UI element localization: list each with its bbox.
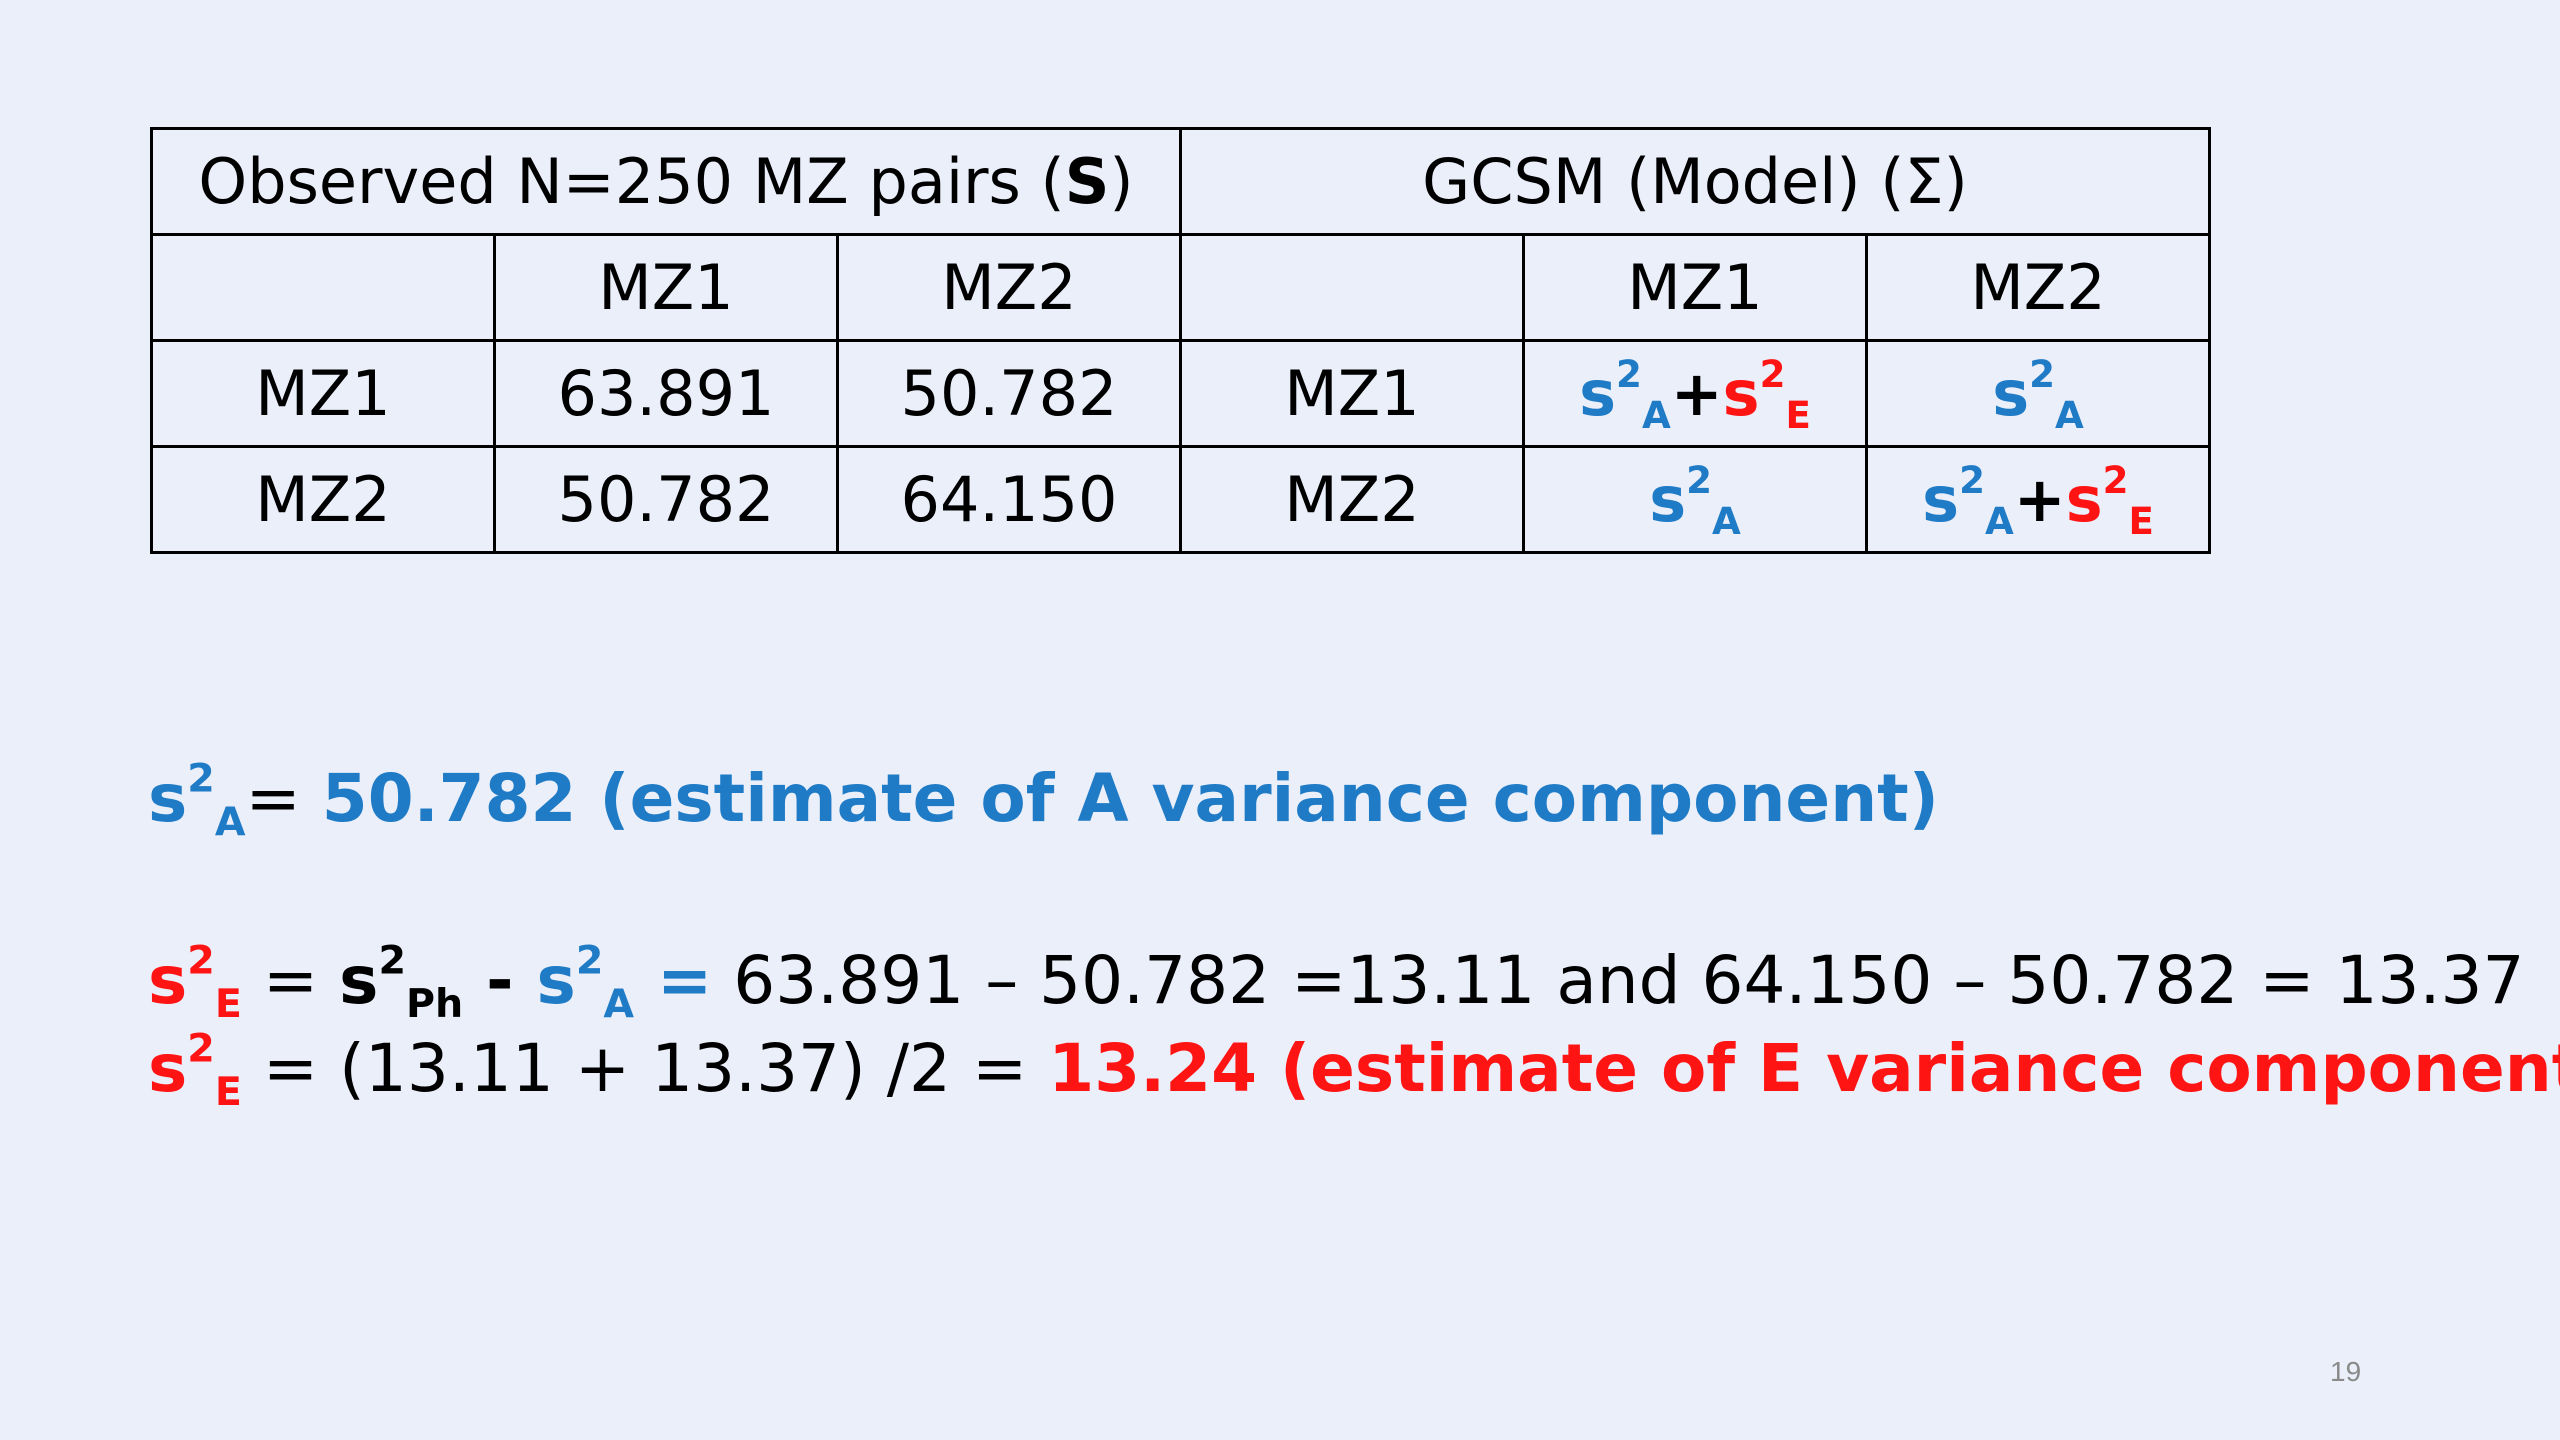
table-cell-blank — [150, 233, 496, 342]
table-row: MZ2 50.782 64.150 MZ2 s2A s2A+s2E — [150, 445, 2212, 554]
model-row-label-mz1: MZ1 — [1179, 339, 1526, 448]
model-row-label-mz2: MZ2 — [1179, 445, 1526, 554]
sigma-ph-symbol: s2Ph — [339, 937, 464, 1027]
observed-cell: 63.891 — [493, 339, 839, 448]
model-cell-a-plus-e: s2A+s2E — [1865, 445, 2212, 554]
table-row: MZ1 63.891 50.782 MZ1 s2A+s2E s2A — [150, 339, 2212, 448]
model-col-mz2: MZ2 — [1865, 233, 2212, 342]
model-cell-a-plus-e: s2A+s2E — [1522, 339, 1869, 448]
sigma-a-symbol: s2A — [148, 755, 246, 845]
e-variance-estimate-line: s2E = (13.11 + 13.37) /2 = 13.24 (estima… — [148, 1025, 2560, 1115]
observed-cell: 64.150 — [835, 445, 1183, 554]
observed-row-label-mz1: MZ1 — [150, 339, 496, 448]
covariance-table: Observed N=250 MZ pairs (S) GCSM (Model)… — [149, 127, 2212, 554]
e-variance-derivation-line: s2E = s2Ph - s2A = 63.891 – 50.782 =13.1… — [148, 937, 2525, 1027]
page-number: 19 — [2330, 1356, 2362, 1387]
e-variance-value: 13.24 (estimate of E variance component) — [1048, 1030, 2560, 1107]
observed-header: Observed N=250 MZ pairs (S) — [149, 127, 1183, 236]
observed-row-label-mz2: MZ2 — [150, 445, 496, 554]
sigma-e-symbol: s2E — [148, 937, 242, 1027]
observed-cell: 50.782 — [493, 445, 839, 554]
a-variance-estimate-line: s2A= 50.782 (estimate of A variance comp… — [148, 755, 1939, 845]
sigma-a-symbol: s2A = — [536, 937, 713, 1027]
model-cell-a: s2A — [1522, 445, 1869, 554]
model-cell-a: s2A — [1865, 339, 2212, 448]
observed-cell: 50.782 — [835, 339, 1183, 448]
observed-col-mz1: MZ1 — [493, 233, 839, 342]
table-column-row: MZ1 MZ2 MZ1 MZ2 — [150, 233, 2212, 342]
table-header-row: Observed N=250 MZ pairs (S) GCSM (Model)… — [149, 127, 2212, 236]
model-header: GCSM (Model) (Σ) — [1179, 127, 2212, 236]
sigma-e-symbol: s2E — [148, 1025, 242, 1115]
observed-col-mz2: MZ2 — [835, 233, 1183, 342]
model-col-mz1: MZ1 — [1522, 233, 1869, 342]
a-variance-value: 50.782 (estimate of A variance component… — [321, 760, 1939, 837]
table-cell-blank — [1179, 233, 1526, 342]
